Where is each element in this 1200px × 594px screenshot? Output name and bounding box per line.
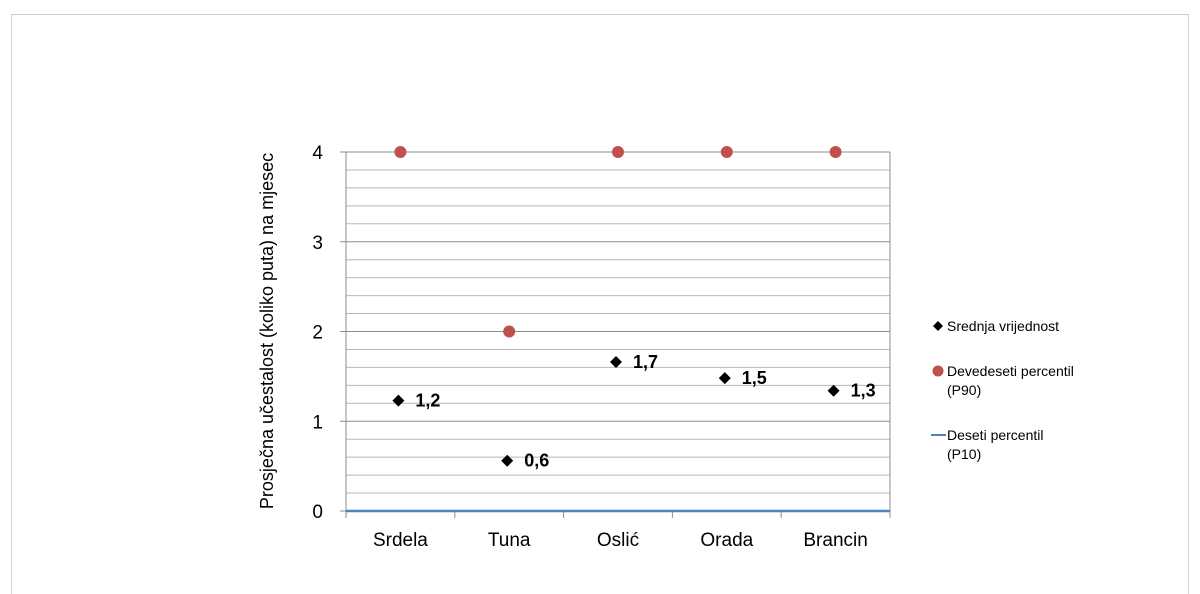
series: 1,2 0,6 1,7 1,5 1,3 — [346, 146, 890, 513]
p90-point — [720, 146, 733, 158]
grid — [346, 151, 890, 494]
x-tick-label: Oslić — [597, 530, 639, 551]
legend-label: (P90) — [947, 382, 981, 398]
mean-point — [827, 384, 840, 397]
x-tick-label: Brancin — [803, 530, 867, 551]
axes: 0 1 2 3 4 Srdela Tuna Oslić Orada Brancin — [312, 143, 891, 551]
x-tick-label: Srdela — [373, 530, 428, 551]
mean-data-label: 1,2 — [415, 391, 440, 411]
chart-frame — [11, 14, 1189, 594]
mean-data-label: 1,3 — [851, 381, 876, 401]
mean-point — [392, 394, 405, 407]
mean-data-label: 0,6 — [524, 451, 549, 471]
y-tick-label: 2 — [312, 323, 323, 344]
legend-label: Deseti percentil — [947, 427, 1044, 443]
x-tick-label: Orada — [700, 530, 753, 551]
legend-label: Devedeseti percentil — [947, 363, 1074, 379]
x-tick-label: Tuna — [488, 530, 531, 551]
y-tick-label: 3 — [312, 233, 323, 254]
y-tick-label: 1 — [312, 412, 323, 433]
y-tick-label: 4 — [312, 143, 323, 164]
mean-point — [610, 356, 622, 369]
p90-point — [394, 146, 407, 158]
p90-point — [829, 146, 842, 158]
legend-mean-marker — [933, 321, 943, 331]
y-tick-label: 0 — [312, 502, 323, 523]
y-axis-title: Prosječna učestalost (koliko puta) na mj… — [257, 153, 277, 509]
p90-point — [612, 146, 624, 158]
legend-label: (P10) — [947, 446, 981, 462]
mean-point — [501, 454, 514, 467]
legend-label: Srednja vrijednost — [947, 318, 1059, 334]
p90-point — [503, 325, 516, 338]
legend: Srednja vrijednost Devedeseti percentil (P… — [931, 318, 1074, 462]
legend-p90-marker — [932, 365, 944, 377]
mean-point — [718, 372, 731, 385]
mean-data-label: 1,5 — [742, 368, 767, 388]
mean-data-label: 1,7 — [633, 352, 658, 372]
